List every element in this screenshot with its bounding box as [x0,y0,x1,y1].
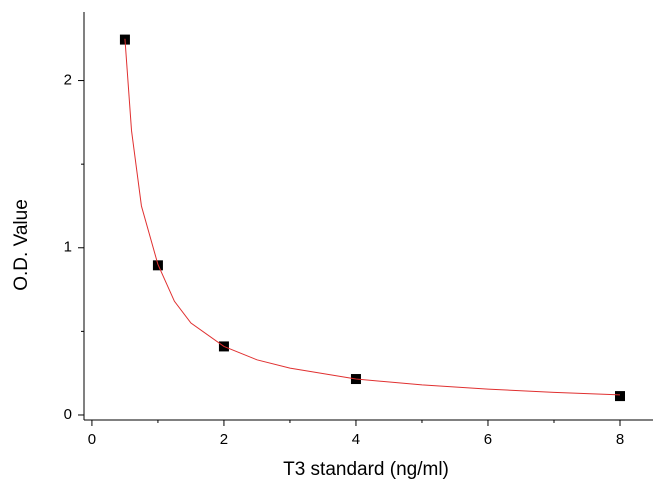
y-tick-label: 1 [64,239,72,256]
x-tick-label: 8 [616,431,624,448]
y-tick-label: 0 [64,406,72,423]
data-point [614,391,625,402]
x-tick-label: 4 [352,431,360,448]
y-axis-title: O.D. Value [11,199,32,291]
fit-curve [124,38,621,396]
y-tick-label: 2 [64,72,72,89]
x-tick-label: 2 [220,431,228,448]
x-tick-label: 6 [484,431,492,448]
x-tick-label: 0 [88,431,96,448]
x-axis-title: T3 standard (ng/ml) [283,459,449,480]
